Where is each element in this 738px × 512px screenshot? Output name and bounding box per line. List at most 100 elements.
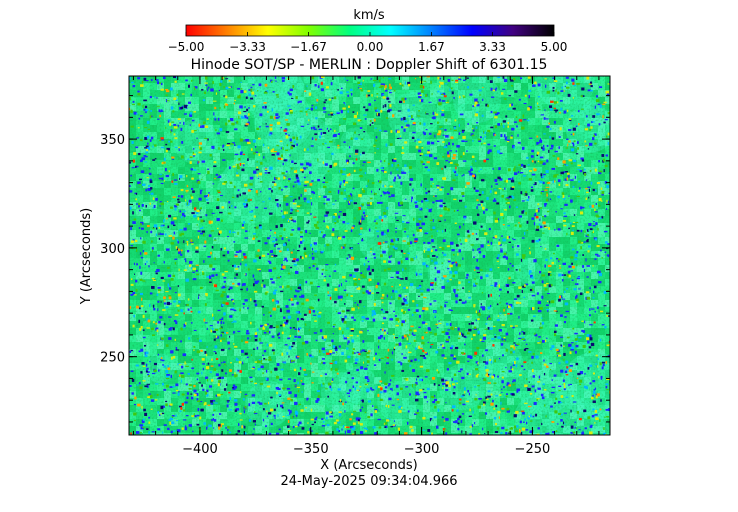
heatmap-speckle-dot — [227, 341, 230, 345]
heatmap-speckle-dot — [551, 386, 555, 389]
colorbar-tick-label: 0.00 — [357, 40, 384, 54]
heatmap-speckle-dot — [523, 102, 527, 105]
heatmap-speckle-dot — [531, 294, 536, 297]
heatmap-speckle-dot — [374, 409, 378, 411]
heatmap-speckle-dot — [263, 284, 266, 288]
heatmap-speckle-dot — [329, 128, 332, 131]
heatmap-speckle-dot — [460, 420, 463, 423]
heatmap-speckle-dot — [309, 171, 312, 174]
heatmap-speckle-dot — [206, 327, 208, 330]
heatmap-speckle-dot — [587, 186, 591, 188]
heatmap-speckle-dot — [537, 427, 540, 430]
heatmap-speckle-dot — [234, 277, 237, 279]
heatmap-speckle-dot — [572, 143, 575, 147]
heatmap-speckle-dot — [442, 239, 446, 242]
heatmap-speckle-dot — [516, 390, 519, 393]
heatmap-speckle-dot — [183, 227, 187, 231]
heatmap-speckle-dot — [381, 231, 385, 235]
heatmap-speckle-dot — [550, 144, 554, 148]
heatmap-speckle-dot — [423, 395, 427, 399]
heatmap-speckle-dot — [229, 118, 234, 122]
heatmap-speckle-dot — [552, 431, 555, 434]
heatmap-speckle-dot — [157, 428, 161, 431]
heatmap-speckle-dot — [393, 179, 396, 182]
heatmap-speckle-dot — [574, 426, 576, 429]
heatmap-speckle-dot — [570, 348, 574, 351]
heatmap-speckle-dot — [488, 149, 492, 153]
heatmap-speckle-dot — [458, 249, 462, 253]
heatmap-speckle-dot — [537, 310, 542, 313]
heatmap-speckle-dot — [149, 139, 152, 142]
heatmap-speckle-dot — [530, 307, 533, 311]
heatmap-speckle-dot — [254, 280, 258, 285]
heatmap-speckle-dot — [596, 255, 601, 257]
heatmap-speckle-dot — [444, 304, 447, 308]
heatmap-speckle-dot — [200, 189, 203, 192]
heatmap-speckle-dot — [352, 162, 355, 165]
heatmap-speckle-dot — [143, 108, 146, 111]
heatmap-speckle-dot — [159, 316, 163, 319]
heatmap-speckle-dot — [269, 261, 272, 264]
heatmap-speckle-dot — [462, 174, 465, 176]
heatmap-speckle-dot — [241, 349, 244, 353]
heatmap-speckle-dot — [360, 350, 362, 353]
heatmap-speckle-dot — [149, 178, 152, 182]
heatmap-speckle-dot — [383, 329, 386, 332]
heatmap-speckle-dot — [189, 113, 193, 117]
heatmap-speckle-dot — [231, 298, 234, 301]
heatmap-speckle-dot — [551, 379, 553, 381]
heatmap-speckle-dot — [451, 261, 454, 265]
heatmap-speckle-dot — [170, 221, 175, 225]
heatmap-speckle-dot — [259, 402, 263, 405]
heatmap-speckle-dot — [540, 114, 545, 116]
heatmap-speckle-dot — [455, 294, 459, 298]
heatmap-speckle-dot — [388, 255, 391, 259]
heatmap-speckle-dot — [400, 181, 403, 185]
heatmap-speckle-dot — [604, 181, 608, 184]
heatmap-speckle-dot — [259, 342, 263, 344]
heatmap-speckle-dot — [278, 428, 281, 431]
heatmap-speckle-dot — [576, 141, 579, 144]
heatmap-speckle-dot — [589, 334, 592, 338]
heatmap-speckle-dot — [371, 190, 373, 193]
heatmap-speckle-dot — [428, 154, 433, 158]
heatmap-speckle-dot — [288, 93, 292, 96]
heatmap-speckle-dot — [581, 329, 584, 332]
heatmap-speckle-dot — [360, 399, 363, 402]
heatmap-speckle-dot — [172, 392, 176, 394]
heatmap-speckle-dot — [292, 199, 295, 202]
heatmap-speckle-dot — [465, 300, 467, 304]
heatmap-speckle-dot — [419, 314, 422, 318]
heatmap-speckle-dot — [362, 349, 365, 352]
heatmap-speckle-dot — [153, 262, 155, 264]
heatmap-speckle-dot — [606, 208, 608, 210]
heatmap-speckle-dot — [130, 227, 132, 231]
heatmap-speckle-dot — [130, 174, 132, 177]
heatmap-speckle-dot — [212, 183, 215, 185]
heatmap-speckle-dot — [402, 297, 406, 300]
heatmap-speckle-dot — [133, 403, 136, 406]
heatmap-speckle-dot — [271, 335, 275, 338]
heatmap-speckle-dot — [407, 308, 411, 311]
heatmap-speckle-dot — [540, 393, 544, 397]
heatmap-speckle-dot — [346, 392, 351, 395]
heatmap-speckle-dot — [190, 187, 194, 190]
heatmap-speckle-dot — [557, 179, 561, 183]
heatmap-speckle-dot — [476, 121, 479, 124]
heatmap-speckle-dot — [540, 246, 542, 248]
heatmap-speckle-dot — [207, 255, 211, 258]
heatmap-speckle-dot — [439, 199, 443, 203]
heatmap-speckle-dot — [223, 277, 227, 279]
heatmap-speckle-dot — [339, 183, 342, 185]
heatmap-speckle-dot — [467, 389, 470, 393]
heatmap-speckle-dot — [512, 379, 516, 382]
heatmap-speckle-dot — [444, 129, 447, 131]
heatmap-speckle-dot — [258, 83, 262, 87]
heatmap-speckle-dot — [412, 334, 416, 336]
heatmap-speckle-dot — [180, 372, 184, 375]
heatmap-speckle-dot — [242, 302, 245, 305]
heatmap-speckle-dot — [564, 164, 566, 166]
heatmap-speckle-dot — [389, 318, 394, 321]
heatmap-speckle-dot — [208, 276, 212, 280]
heatmap-speckle-dot — [382, 250, 386, 254]
